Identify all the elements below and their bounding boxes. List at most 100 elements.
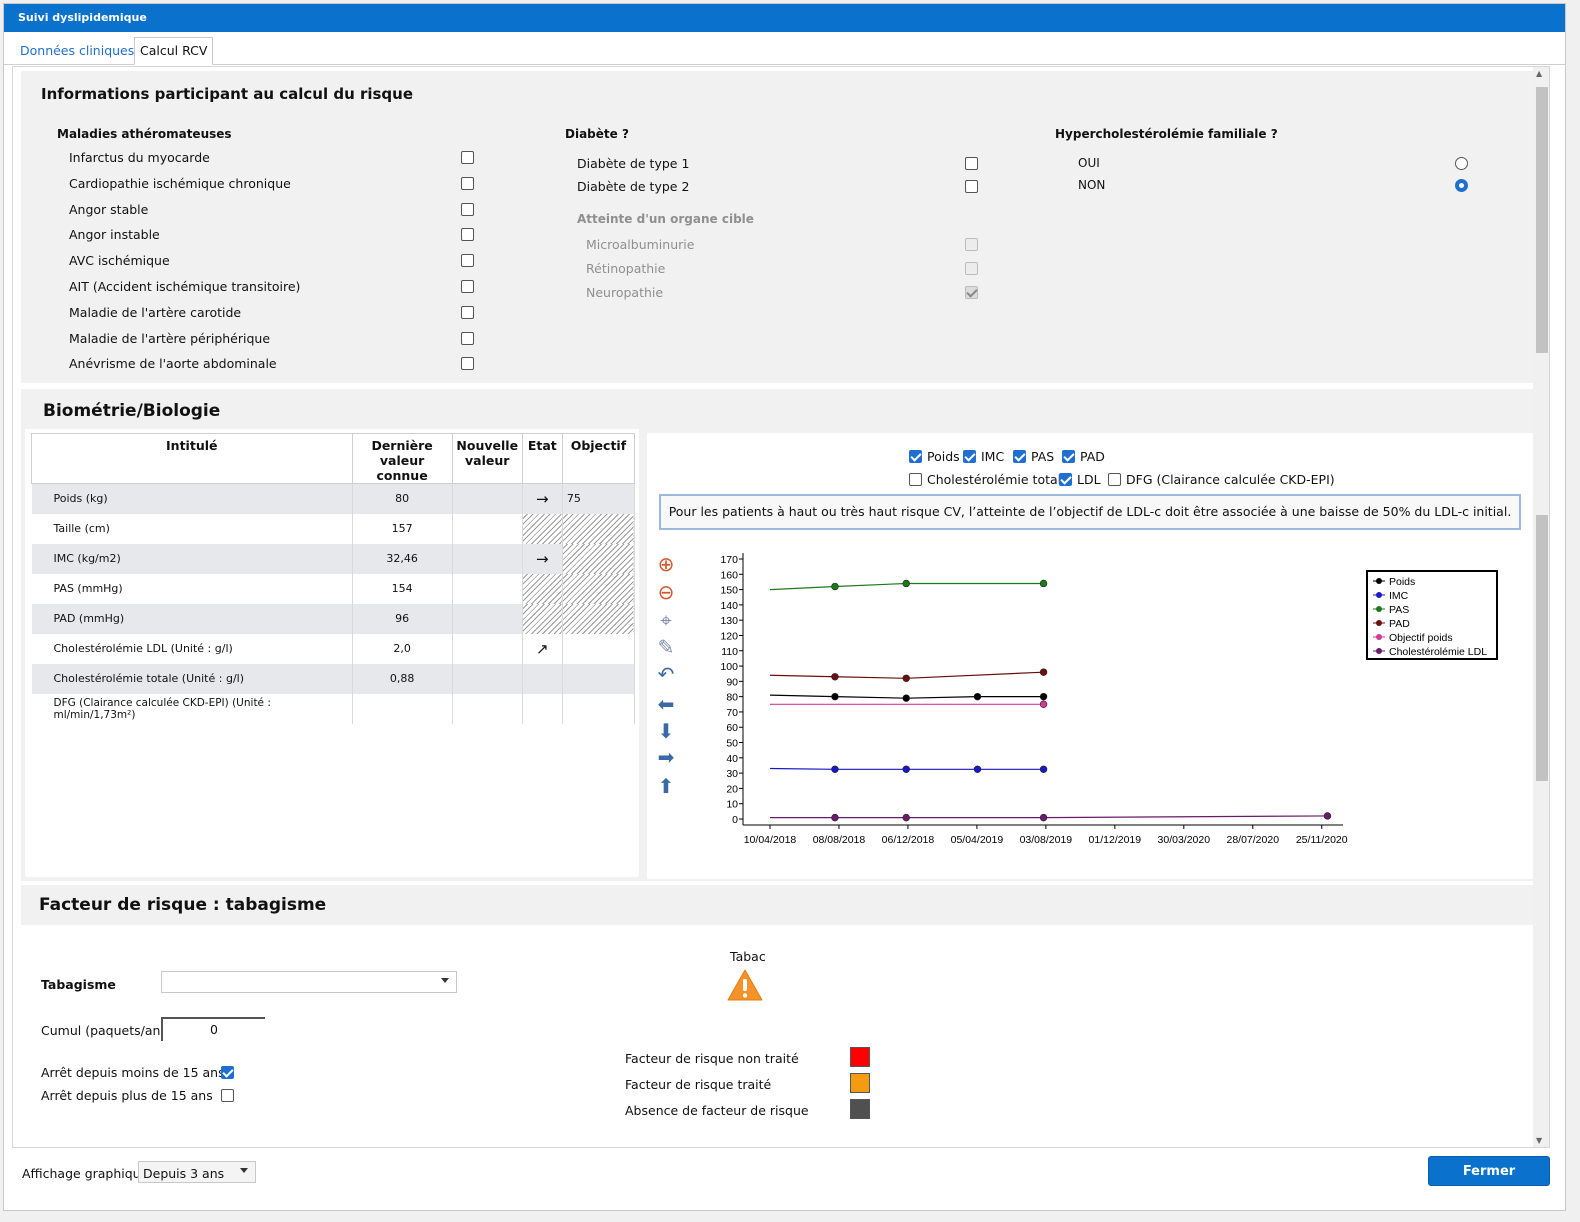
cumul-input[interactable]: 0	[161, 1017, 265, 1041]
arrow-left-icon[interactable]: ⬅	[657, 692, 675, 716]
scroll-thumb-lower[interactable]	[1536, 515, 1548, 781]
table-cell-objectif	[562, 543, 636, 574]
tabac-panel: Facteur de risque : tabagisme Tabagisme …	[21, 885, 1535, 1131]
table-cell-last: 80	[352, 483, 453, 514]
athero-item-checkbox[interactable]	[461, 228, 474, 242]
x-tick-label: 05/04/2019	[951, 834, 1004, 846]
tab-bar: Données cliniques Calcul RCV	[4, 32, 1565, 65]
organe-item-label: Rétinopathie	[586, 261, 666, 276]
data-point	[1039, 668, 1048, 676]
athero-item-checkbox[interactable]	[461, 331, 474, 345]
series-line	[770, 815, 1328, 819]
arret-moins-checkbox[interactable]	[221, 1066, 234, 1079]
athero-item-label: Cardiopathie ischémique chronique	[69, 175, 291, 191]
chart-filter-checkbox[interactable]	[909, 473, 922, 486]
x-tick-label: 08/08/2018	[813, 834, 866, 846]
table-cell-label: IMC (kg/m2)	[31, 543, 353, 574]
zoom-out-icon[interactable]: ⊖	[657, 580, 675, 604]
chart-filter-checkbox[interactable]	[1108, 473, 1121, 486]
target-icon[interactable]: ⌖	[660, 608, 672, 632]
table-cell-label: Cholestérolémie totale (Unité : g/l)	[31, 663, 353, 694]
vertical-scrollbar[interactable]: ▲ ▼	[1533, 67, 1549, 1147]
table-cell-new[interactable]	[452, 603, 523, 634]
athero-item-checkbox[interactable]	[461, 254, 474, 268]
diabete-item-checkbox[interactable]	[965, 180, 978, 193]
tab-calcul-rcv[interactable]: Calcul RCV	[134, 37, 214, 65]
data-point	[1039, 700, 1048, 708]
athero-item-checkbox[interactable]	[461, 151, 474, 164]
zoom-in-icon[interactable]: ⊕	[657, 552, 675, 576]
tabagisme-select[interactable]	[161, 971, 457, 993]
chart-filter-checkbox[interactable]	[1013, 450, 1026, 463]
legend-label: IMC	[1389, 590, 1409, 602]
diabete-title: Diabète ?	[565, 127, 629, 141]
arrow-right-icon[interactable]: ➡	[657, 745, 675, 769]
arrow-down-icon[interactable]: ⬇	[657, 719, 675, 743]
y-tick-label: 150	[720, 585, 738, 597]
table-cell-new[interactable]	[452, 633, 523, 664]
arrow-up-icon[interactable]: ⬆	[657, 774, 675, 798]
chart-filter-label: LDL	[1077, 472, 1101, 487]
chart-filter-label: DFG (Clairance calculée CKD-EPI)	[1126, 472, 1335, 487]
affichage-label: Affichage graphique	[22, 1166, 149, 1181]
table-cell-new[interactable]	[452, 543, 523, 574]
table-row: Cholestérolémie totale (Unité : g/l) 0,88	[31, 663, 636, 694]
chart-filter-label: Poids	[927, 449, 960, 464]
tabac-icon-title: Tabac	[730, 949, 766, 964]
legend-label: Cholestérolémie LDL	[1389, 646, 1487, 658]
chart-filter-checkbox[interactable]	[963, 450, 976, 463]
hyperchol-radio[interactable]	[1455, 157, 1468, 170]
data-point	[1039, 692, 1048, 701]
scroll-thumb[interactable]	[1536, 87, 1548, 353]
scroll-down-icon[interactable]: ▼	[1536, 1136, 1543, 1145]
x-tick-label: 01/12/2019	[1089, 834, 1142, 846]
x-tick-label: 10/04/2018	[744, 834, 797, 846]
y-tick-label: 170	[720, 554, 738, 566]
athero-item-checkbox[interactable]	[461, 202, 474, 216]
chart-filter-checkbox[interactable]	[1062, 450, 1075, 463]
diabete-item-checkbox[interactable]	[965, 157, 978, 170]
tab-donnees-cliniques[interactable]: Données cliniques	[20, 43, 135, 58]
table-cell-new[interactable]	[452, 663, 523, 694]
table-cell-objectif	[562, 693, 636, 724]
close-button[interactable]: Fermer	[1428, 1156, 1550, 1186]
table-cell-new[interactable]	[452, 483, 523, 514]
data-point	[902, 813, 910, 822]
table-cell-label: Poids (kg)	[31, 483, 353, 514]
affichage-select[interactable]: Depuis 3 ans	[138, 1161, 256, 1183]
athero-item-checkbox[interactable]	[461, 280, 474, 293]
athero-item-checkbox[interactable]	[461, 176, 474, 190]
y-tick-label: 140	[720, 600, 738, 612]
table-row: Poids (kg) 80 → 75	[31, 483, 636, 514]
chart-filter-checkbox[interactable]	[1059, 473, 1072, 486]
table-cell-new[interactable]	[452, 513, 523, 544]
table-row: PAS (mmHg) 154	[31, 573, 636, 604]
table-header: Objectif	[561, 433, 636, 484]
organe-item-checkbox	[965, 238, 978, 251]
athero-item-label: Angor stable	[69, 201, 149, 217]
table-cell-new[interactable]	[452, 693, 523, 724]
data-point	[973, 765, 982, 773]
cumul-label: Cumul (paquets/an)	[41, 1023, 166, 1038]
arret-plus-checkbox[interactable]	[221, 1089, 234, 1102]
chart-filter-checkbox[interactable]	[909, 450, 922, 463]
y-tick-label: 120	[720, 630, 738, 642]
table-row: DFG (Clairance calculée CKD-EPI) (Unité …	[31, 693, 636, 724]
scroll-up-icon[interactable]: ▲	[1536, 69, 1543, 78]
athero-item-checkbox[interactable]	[461, 305, 474, 319]
organe-item-checkbox	[965, 286, 978, 299]
hyperchol-radio[interactable]	[1455, 179, 1468, 192]
chart-filter-label: Cholestérolémie totale	[927, 472, 1069, 487]
pin-icon[interactable]: ✎	[657, 635, 675, 659]
table-cell-new[interactable]	[452, 573, 523, 604]
chart-filter-label: PAD	[1080, 449, 1105, 464]
ldl-note: Pour les patients à haut ou très haut ri…	[659, 494, 1521, 530]
table-cell-etat: →	[522, 543, 563, 574]
athero-item-checkbox[interactable]	[461, 357, 474, 371]
undo-icon[interactable]: ↶	[657, 662, 675, 686]
table-cell-last: 96	[352, 603, 453, 634]
table-header: Dernière valeur connue	[351, 433, 453, 484]
organe-item-label: Microalbuminurie	[586, 237, 695, 252]
table-cell-etat	[522, 513, 563, 544]
x-tick-label: 25/11/2020	[1296, 834, 1348, 846]
